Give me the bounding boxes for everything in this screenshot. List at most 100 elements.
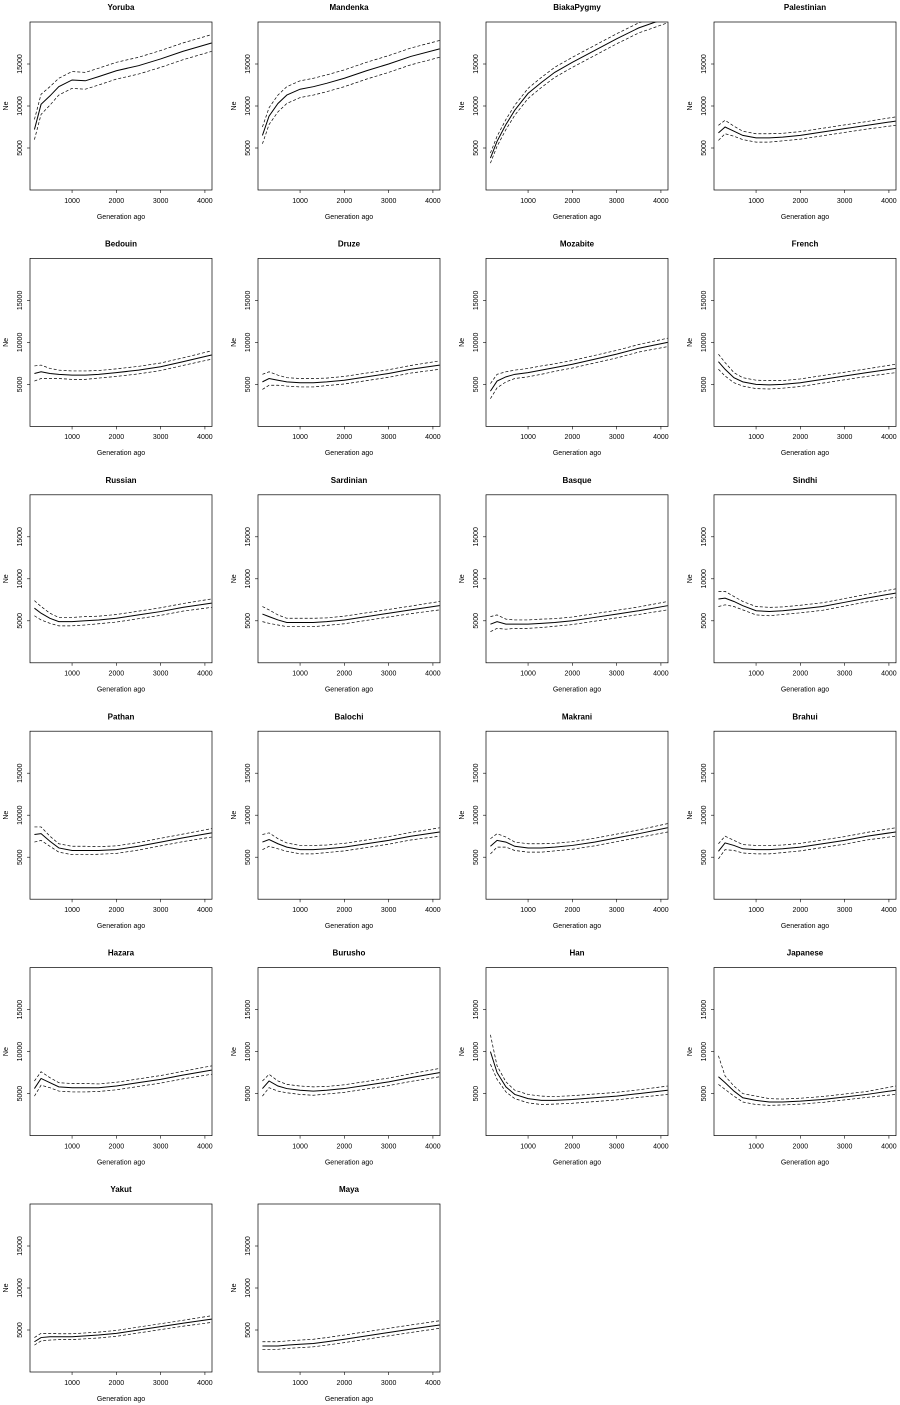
y-tick-label: 15000 (701, 1000, 708, 1020)
series-line (718, 1084, 896, 1106)
x-tick-label: 4000 (197, 1143, 213, 1150)
series-line (34, 1069, 212, 1089)
plot-frame (29, 494, 213, 664)
plot-frame (485, 494, 669, 664)
panel-title: Burusho (333, 949, 366, 958)
x-axis-label: Generation ago (781, 1159, 829, 1166)
x-tick-label: 1000 (748, 198, 764, 205)
y-axis-label: Ne (231, 574, 238, 583)
x-tick-label: 3000 (381, 1143, 397, 1150)
y-tick-label: 15000 (245, 1236, 252, 1256)
series-line (490, 341, 668, 392)
series-line (262, 364, 440, 384)
x-axis-label: Generation ago (325, 687, 373, 694)
series-line (262, 56, 440, 144)
series-line (262, 1072, 440, 1092)
x-axis-label: Generation ago (325, 1396, 373, 1403)
y-tick-label: 5000 (245, 613, 252, 629)
x-axis-label: Generation ago (553, 923, 601, 930)
panel-title: Yoruba (108, 3, 136, 12)
y-tick-label: 15000 (17, 54, 24, 74)
series-line (34, 826, 212, 848)
x-tick-label: 3000 (837, 671, 853, 678)
series-line (718, 116, 896, 135)
x-tick-label: 1000 (520, 671, 536, 678)
y-tick-label: 15000 (17, 291, 24, 311)
series-line (262, 360, 440, 379)
series-line (262, 831, 440, 851)
x-tick-label: 2000 (793, 434, 809, 441)
plot-frame (257, 21, 441, 191)
panel: Yakut Generation ago Ne 1000 2000 3000 4000 500… (3, 1185, 213, 1403)
panel-title: Brahui (792, 712, 817, 721)
y-tick-label: 15000 (701, 291, 708, 311)
y-tick-label: 15000 (701, 763, 708, 783)
series-line (490, 346, 668, 399)
series-line (262, 1327, 440, 1350)
y-axis-label: Ne (3, 1047, 10, 1056)
x-tick-label: 3000 (609, 1143, 625, 1150)
panel-title: Palestinian (784, 3, 826, 12)
y-axis-label: Ne (3, 1283, 10, 1292)
plot-frame (29, 21, 213, 191)
panel: French Generation ago Ne 1000 2000 3000 4000 50… (687, 240, 897, 458)
y-tick-label: 15000 (245, 527, 252, 547)
panel: Hazara Generation ago Ne 1000 2000 3000 4000 50… (3, 949, 213, 1167)
x-tick-label: 4000 (197, 434, 213, 441)
y-axis-label: Ne (459, 338, 466, 347)
series-line (489, 1051, 668, 1101)
series-line (34, 607, 212, 627)
x-axis-label: Generation ago (781, 450, 829, 457)
x-tick-label: 3000 (381, 907, 397, 914)
x-tick-label: 1000 (64, 907, 80, 914)
plot-frame (713, 258, 897, 427)
plot-frame (257, 258, 441, 427)
plot-frame (257, 967, 441, 1136)
x-tick-label: 1000 (520, 907, 536, 914)
x-tick-label: 1000 (748, 1143, 764, 1150)
panel-title: Maya (339, 1185, 360, 1194)
x-axis-label: Generation ago (781, 923, 829, 930)
y-tick-label: 5000 (245, 1322, 252, 1338)
y-axis-label: Ne (231, 1047, 238, 1056)
y-tick-label: 10000 (245, 569, 252, 589)
x-tick-label: 3000 (837, 1143, 853, 1150)
x-tick-label: 3000 (381, 198, 397, 205)
y-tick-label: 10000 (701, 805, 708, 825)
y-tick-label: 10000 (245, 1042, 252, 1062)
y-tick-label: 15000 (17, 763, 24, 783)
x-tick-label: 4000 (653, 907, 669, 914)
y-tick-label: 5000 (17, 849, 24, 865)
series-line (33, 42, 212, 130)
series-line (718, 596, 896, 617)
x-tick-label: 1000 (64, 434, 80, 441)
x-tick-label: 2000 (337, 1380, 353, 1387)
panel-title: Sardinian (331, 476, 368, 485)
x-tick-label: 3000 (153, 907, 169, 914)
panel-title: Balochi (335, 712, 364, 721)
series-line (262, 605, 440, 623)
plot-frame (713, 21, 897, 191)
y-tick-label: 10000 (17, 805, 24, 825)
panel-title: Bedouin (105, 240, 137, 249)
x-tick-label: 2000 (565, 907, 581, 914)
x-tick-label: 4000 (881, 907, 897, 914)
x-tick-label: 1000 (64, 1380, 80, 1387)
panel-title: Mozabite (560, 240, 595, 249)
y-tick-label: 10000 (473, 333, 480, 353)
x-tick-label: 2000 (793, 907, 809, 914)
y-tick-label: 10000 (473, 805, 480, 825)
x-axis-label: Generation ago (325, 1159, 373, 1166)
x-axis-label: Generation ago (97, 214, 145, 221)
y-tick-label: 10000 (473, 1042, 480, 1062)
y-tick-label: 10000 (17, 1278, 24, 1298)
panel: Basque Generation ago Ne 1000 2000 3000 4000 50… (459, 476, 669, 694)
plot-frame (257, 730, 441, 900)
x-tick-label: 2000 (565, 671, 581, 678)
series-line (262, 609, 440, 628)
y-axis-label: Ne (231, 1283, 238, 1292)
series-line (34, 1315, 212, 1338)
x-tick-label: 4000 (653, 1143, 669, 1150)
y-tick-label: 15000 (473, 527, 480, 547)
y-tick-label: 15000 (245, 763, 252, 783)
